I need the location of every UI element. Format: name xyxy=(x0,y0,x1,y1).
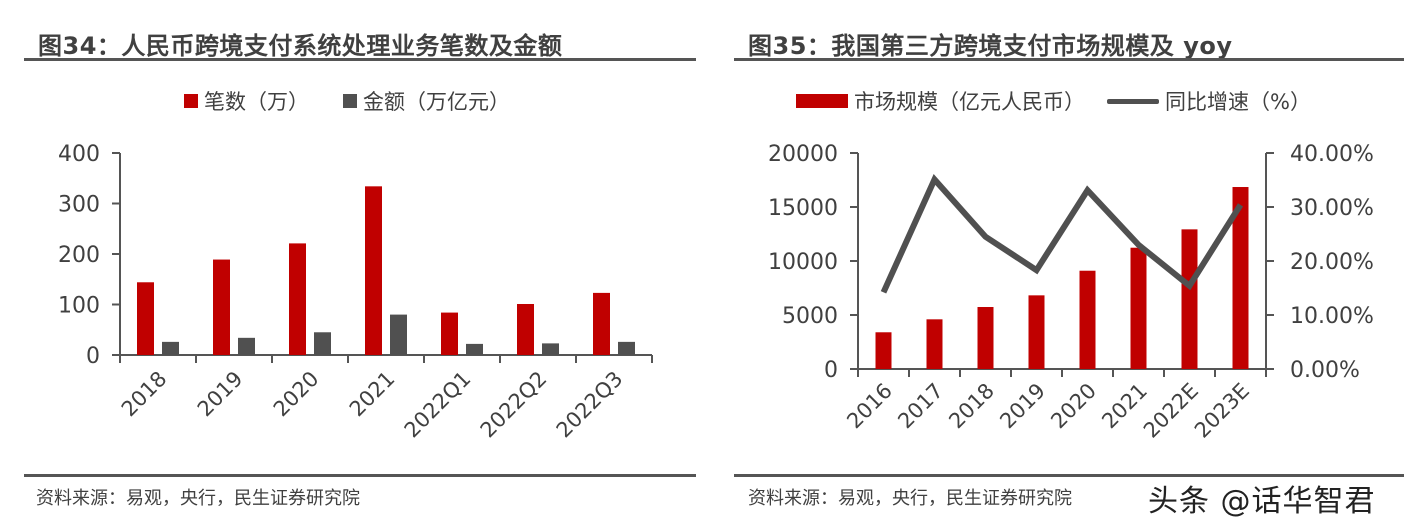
x-tick-label: 2019 xyxy=(193,367,248,422)
legend-swatch-red xyxy=(184,94,198,108)
y-tick-label: 100 xyxy=(58,294,100,319)
right-source-note: 资料来源：易观，央行，民生证券研究院 xyxy=(748,488,1072,509)
y-tick-label: 200 xyxy=(58,243,100,268)
y2-tick-label: 30.00% xyxy=(1290,196,1374,221)
bar-market-size xyxy=(1130,247,1147,369)
x-tick-label: 2019 xyxy=(995,379,1050,434)
x-tick-label: 2020 xyxy=(1046,379,1101,434)
right-legend: 市场规模（亿元人民币） 同比增速（%） xyxy=(796,86,1345,116)
bar-market-size xyxy=(977,307,994,369)
bar-count xyxy=(593,292,610,355)
bar-count xyxy=(365,186,382,355)
bar-count xyxy=(441,312,458,355)
legend-item-yoy: 同比增速（%） xyxy=(1107,86,1311,116)
bar-market-size xyxy=(875,332,892,369)
y-tick-label: 15000 xyxy=(768,196,838,221)
y2-tick-label: 0.00% xyxy=(1290,358,1360,383)
y-tick-label: 0 xyxy=(86,344,100,369)
x-tick-label: 2020 xyxy=(269,367,324,422)
y2-tick-label: 40.00% xyxy=(1290,142,1374,167)
legend-item-amount: 金额（万亿元） xyxy=(343,86,510,116)
yoy-growth-line xyxy=(880,174,1244,294)
x-tick-label: 2016 xyxy=(842,379,897,434)
x-tick-label: 2018 xyxy=(944,379,999,434)
right-source-rule xyxy=(734,474,1404,477)
bar-amount xyxy=(390,314,407,355)
left-figure: 图34：人民币跨境支付系统处理业务笔数及金额 笔数（万） 金额（万亿元） 0 10… xyxy=(0,0,710,525)
legend-item-market-size: 市场规模（亿元人民币） xyxy=(796,86,1085,116)
y-tick-label: 10000 xyxy=(768,250,838,275)
x-tick-label: 2022E xyxy=(1139,379,1203,443)
bar-amount xyxy=(542,343,559,355)
legend-item-count: 笔数（万） xyxy=(184,86,309,116)
y2-tick-label: 10.00% xyxy=(1290,304,1374,329)
x-tick-label: 2021 xyxy=(345,367,400,422)
legend-label: 同比增速（%） xyxy=(1165,90,1311,114)
right-title-rule xyxy=(734,58,1404,61)
x-tick-label: 2017 xyxy=(893,379,948,434)
legend-label: 笔数（万） xyxy=(204,90,309,114)
x-tick-label: 2022Q2 xyxy=(476,367,552,443)
y-tick-label: 0 xyxy=(824,358,838,383)
bar-market-size xyxy=(1181,229,1198,369)
legend-swatch-red xyxy=(796,94,848,108)
y-tick-label: 300 xyxy=(58,193,100,218)
left-figure-title: 图34：人民币跨境支付系统处理业务笔数及金额 xyxy=(38,32,563,60)
right-figure-title: 图35：我国第三方跨境支付市场规模及 yoy xyxy=(748,32,1233,60)
bar-count xyxy=(289,243,306,355)
bar-count xyxy=(517,303,534,355)
left-legend: 笔数（万） 金额（万亿元） xyxy=(184,86,544,116)
left-source-note: 资料来源：易观，央行，民生证券研究院 xyxy=(36,488,360,509)
bar-amount xyxy=(162,341,179,355)
x-tick-label: 2018 xyxy=(117,367,172,422)
y-tick-label: 400 xyxy=(58,142,100,167)
y2-tick-label: 20.00% xyxy=(1290,250,1374,275)
bar-count xyxy=(137,282,154,355)
bar-amount xyxy=(466,343,483,355)
bar-count xyxy=(213,259,230,355)
left-source-rule xyxy=(24,474,696,477)
bar-amount xyxy=(238,337,255,355)
bar-market-size xyxy=(926,319,943,369)
legend-label: 金额（万亿元） xyxy=(363,90,510,114)
bar-market-size xyxy=(1232,187,1249,369)
legend-line-gray xyxy=(1107,98,1159,104)
bar-market-size xyxy=(1028,295,1045,369)
watermark: 头条 @话华智君 xyxy=(1148,484,1376,519)
y-tick-label: 20000 xyxy=(768,142,838,167)
legend-swatch-gray xyxy=(343,94,357,108)
y-tick-label: 5000 xyxy=(782,304,838,329)
x-tick-label: 2023E xyxy=(1190,379,1254,443)
x-tick-label: 2022Q1 xyxy=(400,367,476,443)
x-tick-label: 2021 xyxy=(1097,379,1152,434)
legend-label: 市场规模（亿元人民币） xyxy=(854,90,1085,114)
x-tick-label: 2022Q3 xyxy=(552,367,628,443)
bar-amount xyxy=(314,332,331,355)
bar-amount xyxy=(618,341,635,355)
left-title-rule xyxy=(24,58,696,61)
bar-market-size xyxy=(1079,270,1096,369)
